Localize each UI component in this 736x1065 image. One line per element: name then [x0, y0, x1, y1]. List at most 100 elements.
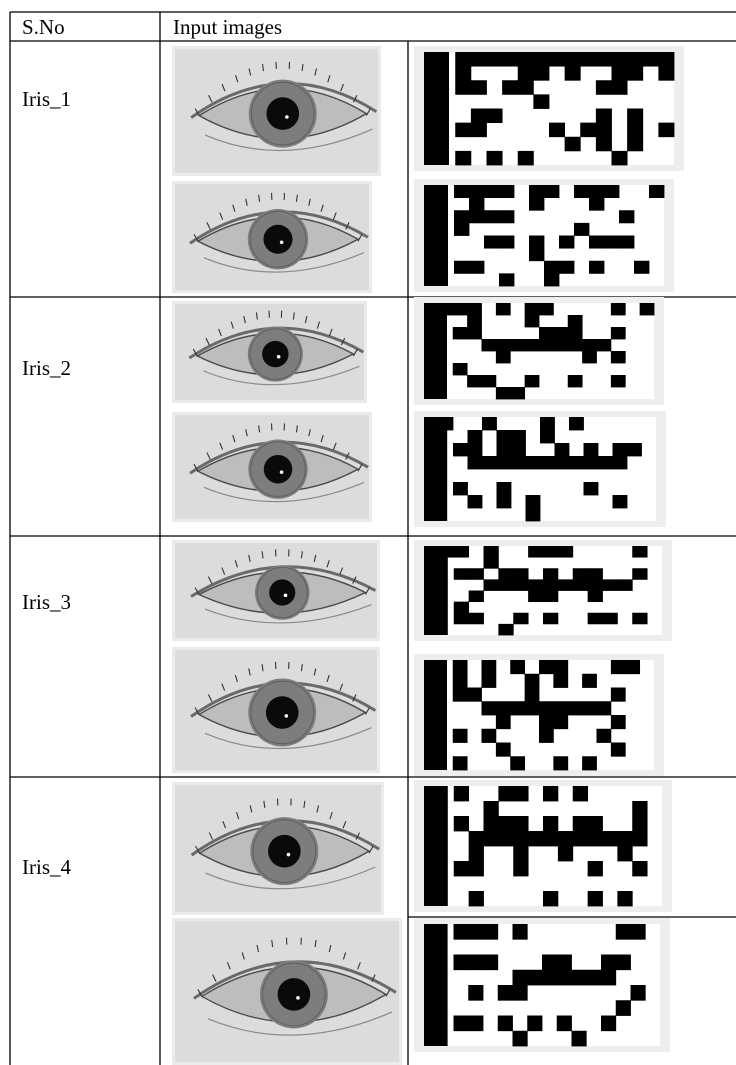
code-cell: [468, 590, 484, 603]
code-cell: [583, 443, 599, 457]
code-cell: [452, 327, 468, 340]
eyelash: [332, 212, 337, 220]
iris-ring: [249, 210, 307, 268]
code-cell: [496, 456, 512, 470]
eyelash: [261, 551, 264, 559]
code-cell: [510, 339, 526, 352]
code-cell: [470, 108, 487, 124]
code-cell: [524, 339, 540, 352]
code-cell: [529, 248, 545, 262]
eyelash: [261, 664, 264, 672]
code-cell: [615, 1000, 631, 1016]
eyelash: [385, 989, 391, 997]
code-cell: [486, 108, 503, 124]
code-cell: [543, 612, 559, 625]
code-cell: [567, 315, 583, 328]
code-cell: [517, 66, 534, 81]
row-label-iris-3: Iris_3: [22, 590, 71, 614]
iris-code-image: [414, 46, 684, 171]
code-cell: [467, 495, 483, 509]
eyelash: [364, 707, 370, 715]
code-cell: [469, 185, 485, 199]
code-cell: [543, 579, 559, 591]
code-cell: [615, 954, 631, 971]
eyelash: [352, 576, 357, 584]
code-cell: [467, 315, 482, 328]
code-cell: [582, 701, 597, 716]
iris-ring: [249, 328, 302, 380]
code-cell: [454, 260, 470, 274]
code-cell: [627, 443, 642, 457]
lower-eyelid: [205, 866, 376, 890]
code-cell: [528, 590, 544, 603]
code-cell: [612, 456, 628, 470]
code-cell: [511, 430, 526, 444]
eyelash: [271, 940, 274, 948]
eyelash: [313, 668, 317, 676]
code-cell: [525, 456, 541, 470]
pupil-highlight: [279, 240, 284, 245]
code-cell: [470, 122, 487, 138]
code-cell: [513, 612, 529, 625]
eyelash: [258, 425, 261, 433]
code-cell: [582, 673, 597, 688]
code-cell: [482, 417, 497, 431]
eyelash: [340, 83, 344, 92]
code-left-band: [424, 546, 448, 635]
code-cell: [574, 185, 590, 199]
code-cell: [632, 861, 648, 877]
eyelash: [357, 463, 363, 472]
code-cell: [540, 417, 555, 431]
row-label-iris-1: Iris_1: [22, 87, 71, 111]
code-cell: [583, 482, 599, 496]
code-cell: [598, 456, 613, 470]
pupil-highlight: [286, 852, 291, 857]
code-cell: [617, 579, 633, 591]
eyelash: [208, 832, 214, 840]
eye-image: [172, 647, 380, 773]
code-cell: [543, 590, 559, 603]
lower-eyelid: [203, 365, 360, 386]
eyelash: [245, 198, 248, 206]
eyelash: [292, 312, 295, 320]
eyelash: [221, 83, 226, 92]
code-cell: [595, 136, 612, 152]
code-cell: [524, 687, 540, 702]
code-cell: [589, 260, 605, 274]
eyelash: [327, 75, 331, 83]
code-cell: [453, 954, 469, 971]
code-cell: [658, 66, 675, 81]
code-cell: [564, 136, 581, 152]
iris-ring: [256, 566, 308, 619]
code-cell: [557, 546, 574, 558]
code-cell: [481, 375, 497, 388]
eyelash: [195, 845, 201, 854]
code-cell: [455, 52, 472, 67]
code-cell: [455, 122, 472, 138]
code-cell: [453, 612, 470, 625]
iris-code-image: [414, 297, 664, 405]
code-cell: [589, 197, 605, 211]
code-cell: [556, 969, 572, 986]
code-left-band: [424, 924, 448, 1046]
lower-eyelid: [204, 128, 373, 152]
code-cell: [539, 715, 554, 730]
eyelash: [353, 95, 358, 103]
code-cell: [553, 327, 569, 340]
eye-image: [172, 412, 372, 522]
code-cell: [502, 52, 519, 67]
eyelash: [352, 694, 357, 702]
eyelash: [192, 348, 198, 357]
code-cell: [512, 969, 528, 986]
code-cell: [540, 456, 555, 470]
code-cell: [580, 122, 597, 138]
code-cell: [567, 327, 583, 340]
code-cell: [468, 568, 484, 580]
code-cell: [583, 456, 599, 470]
code-cell: [452, 673, 468, 688]
code-cell: [587, 590, 603, 603]
pupil: [268, 834, 301, 868]
eyelash: [342, 821, 347, 829]
code-cell: [495, 715, 511, 730]
code-cell: [452, 660, 468, 675]
